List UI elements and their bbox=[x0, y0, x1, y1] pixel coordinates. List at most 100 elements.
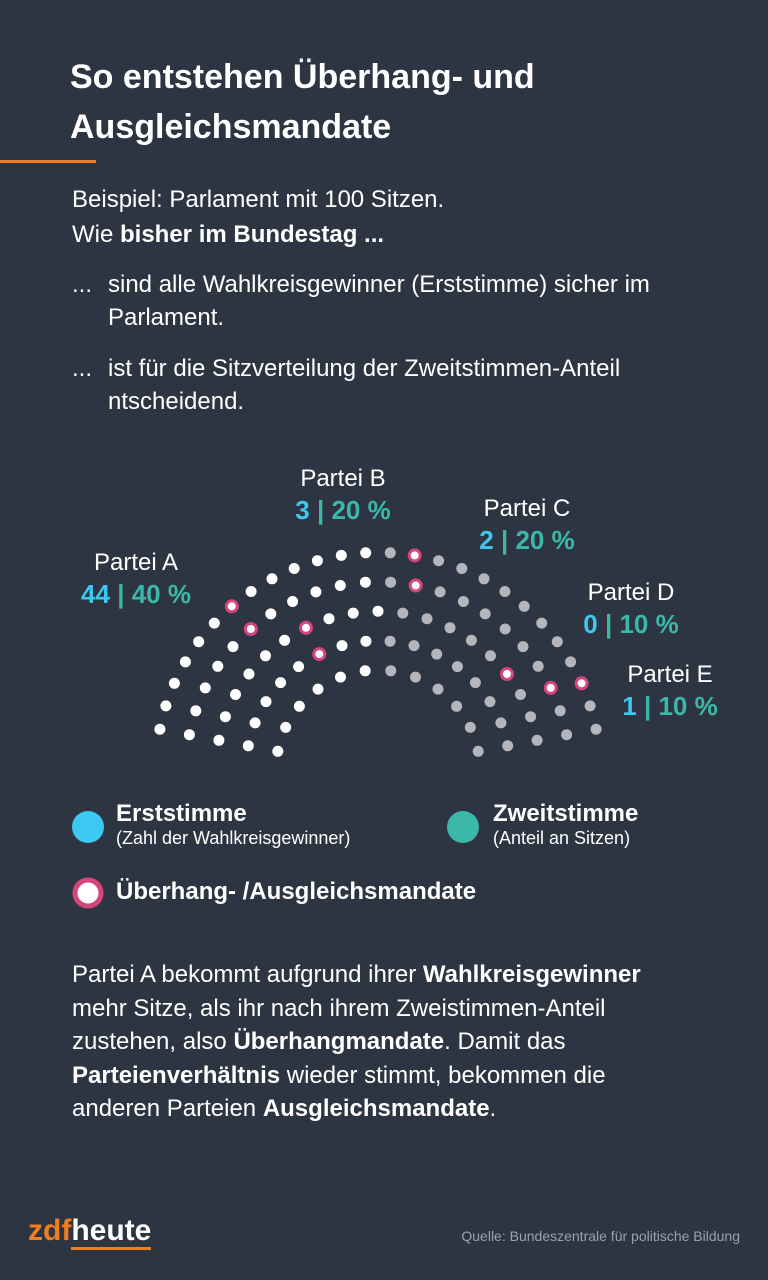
party-numbers: 3 | 20 % bbox=[253, 494, 433, 526]
first-vote: 1 bbox=[622, 691, 637, 721]
seat bbox=[227, 641, 239, 653]
separator: | bbox=[117, 579, 125, 609]
seat-diagram bbox=[154, 547, 602, 757]
seat bbox=[465, 634, 477, 646]
text-run: Parteienverhältnis bbox=[72, 1061, 281, 1089]
seat bbox=[360, 635, 372, 647]
seat bbox=[288, 563, 300, 574]
seat bbox=[260, 650, 271, 662]
seat bbox=[372, 605, 384, 617]
seat bbox=[168, 677, 180, 689]
seat bbox=[408, 640, 420, 652]
text-run: Partei A bekommt aufgrund ihrer bbox=[72, 961, 423, 988]
bullet: ... sind alle Wahlkreisgewinner (Erststim… bbox=[72, 268, 672, 334]
seat bbox=[479, 608, 491, 620]
seat bbox=[190, 705, 202, 717]
seat bbox=[574, 676, 589, 691]
seat bbox=[485, 650, 496, 662]
seat bbox=[334, 580, 346, 591]
seat bbox=[531, 734, 543, 746]
party-numbers: 1 | 10 % bbox=[580, 690, 760, 722]
bullet: ... ist für die Sitzverteilung der Zweits… bbox=[72, 352, 672, 418]
first-vote: 3 bbox=[295, 495, 310, 525]
text-run: mehr Sitze, als ihr nach ihrem Zweistimm… bbox=[72, 994, 606, 1056]
party-name: Partei E bbox=[627, 661, 713, 688]
legend-icon bbox=[72, 811, 104, 843]
separator: | bbox=[604, 609, 613, 639]
bullet-text: ist für die Sitzverteilung der Zweitstim… bbox=[108, 355, 621, 415]
seat bbox=[500, 667, 514, 681]
accent-rule bbox=[0, 160, 96, 163]
legend-title: Überhang- /Ausgleichsmandate bbox=[116, 878, 477, 905]
seat bbox=[432, 683, 444, 695]
seat bbox=[421, 613, 433, 625]
seat bbox=[347, 607, 359, 619]
logo: zdfheute bbox=[28, 1214, 152, 1250]
party-name: Partei D bbox=[587, 579, 675, 606]
legend-icon bbox=[447, 811, 479, 843]
intro-line: Beispiel: Parlament mit 100 Sitzen. bbox=[72, 182, 444, 217]
legend-subtitle: (Anteil an Sitzen) bbox=[493, 828, 631, 848]
seat bbox=[451, 700, 463, 712]
seat bbox=[499, 586, 511, 597]
seat bbox=[335, 671, 346, 683]
seat bbox=[554, 705, 566, 717]
seat bbox=[384, 547, 396, 559]
seat bbox=[478, 573, 490, 585]
seat bbox=[287, 596, 299, 607]
seat bbox=[275, 677, 287, 689]
separator: | bbox=[316, 495, 325, 525]
seat bbox=[243, 668, 255, 680]
seat bbox=[260, 696, 272, 708]
text-run: Wie bbox=[72, 221, 120, 248]
seat bbox=[323, 613, 335, 625]
seat bbox=[311, 555, 323, 567]
seat bbox=[230, 689, 241, 700]
text-run: Wahlkreisgewinner bbox=[422, 961, 641, 988]
party-name: Partei C bbox=[483, 495, 571, 522]
seat bbox=[515, 689, 526, 700]
seat bbox=[312, 647, 327, 662]
seat bbox=[208, 617, 220, 629]
seat bbox=[179, 656, 191, 668]
seat bbox=[464, 721, 476, 733]
party-numbers: 0 | 10 % bbox=[541, 608, 721, 640]
seat bbox=[517, 641, 529, 653]
seat bbox=[561, 729, 573, 741]
seat bbox=[495, 717, 507, 729]
intro-line: Wie bisher im Bundestag ... bbox=[72, 217, 444, 252]
seat bbox=[212, 660, 224, 672]
separator: | bbox=[500, 525, 509, 555]
seat bbox=[160, 700, 172, 712]
seat bbox=[469, 677, 481, 689]
seat bbox=[245, 586, 257, 597]
party-label: Partei A 44 | 40 % bbox=[46, 548, 226, 610]
bullet-text: sind alle Wahlkreisgewinner (Erststimme)… bbox=[108, 271, 650, 331]
seat bbox=[451, 661, 463, 673]
separator: | bbox=[643, 691, 652, 721]
seat bbox=[431, 648, 443, 660]
seat bbox=[265, 608, 277, 620]
text-run: bisher im Bundestag ... bbox=[120, 221, 385, 248]
seat bbox=[397, 607, 409, 619]
seat bbox=[293, 661, 305, 673]
seat bbox=[293, 700, 305, 712]
source: Quelle: Bundeszentrale für politische Bi… bbox=[461, 1228, 740, 1244]
legend-title: Zweitstimme bbox=[493, 800, 639, 827]
seat bbox=[335, 549, 347, 561]
body-text: Partei A bekommt aufgrund ihrer Wahlkrei… bbox=[72, 958, 692, 1126]
legend-icon bbox=[72, 877, 104, 909]
seat bbox=[299, 620, 313, 635]
second-vote: 20 % bbox=[515, 525, 575, 555]
party-numbers: 2 | 20 % bbox=[437, 524, 617, 556]
text-run: . bbox=[489, 1095, 497, 1122]
seat bbox=[565, 656, 577, 668]
seat bbox=[249, 717, 261, 729]
legend-icons bbox=[72, 811, 479, 909]
intro: Beispiel: Parlament mit 100 Sitzen. Wie b… bbox=[72, 182, 444, 252]
seat bbox=[219, 711, 231, 723]
seat bbox=[472, 745, 484, 757]
